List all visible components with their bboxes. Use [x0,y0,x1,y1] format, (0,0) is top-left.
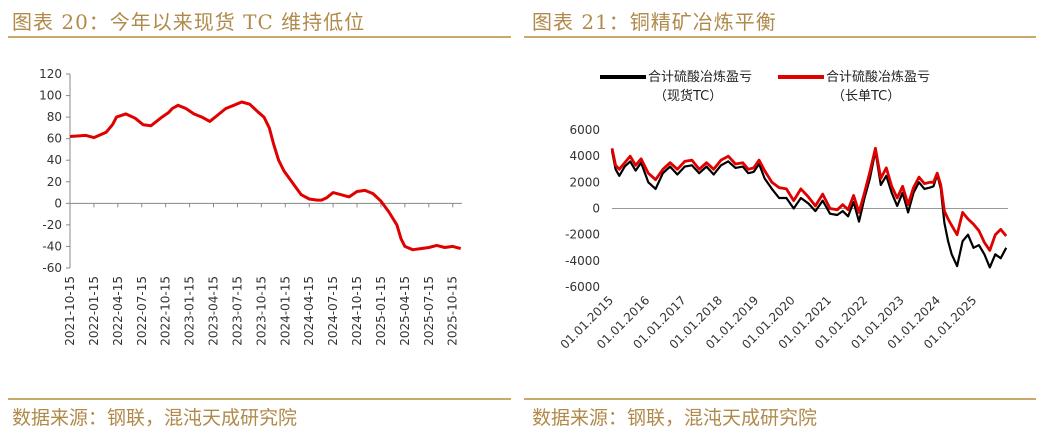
legend-long-term-tc-sublabel: （长单TC） [832,89,900,104]
y-tick-label: -20 [42,218,62,232]
x-tick-label: 2022-01-15 [87,276,101,346]
source-right: 数据来源：钢联，混沌天成研究院 [532,407,818,429]
source-rule-right [524,398,1036,400]
legend-long-term-tc-label: 合计硫酸冶炼盈亏 [826,70,930,85]
title-rule-left [8,36,511,38]
x-tick-label: 2022-10-15 [159,276,173,346]
y-tick-label: -60 [42,261,62,275]
y-tick-label: 6000 [569,123,600,137]
x-tick-label: 2023-04-15 [207,276,221,346]
x-tick-label: 2023-07-15 [230,276,244,346]
panel-smelting-balance: 图表 21：铜精矿冶炼平衡 6000 4000 2000 0 -2000 -4000 -60… [520,0,1044,440]
smelting-balance-line-chart: 6000400020000-2000-4000-600001.01.201501… [558,70,1008,352]
x-tick-label: 2024-04-15 [302,276,316,346]
x-tick-label: 2025-01-15 [374,276,388,346]
tc-series-line [69,100,462,252]
y-tick-label: -2000 [565,228,600,242]
legend-spot-tc-label: 合计硫酸冶炼盈亏 [648,70,752,85]
source-left: 数据来源：钢联，混沌天成研究院 [12,407,298,429]
chart-title-left: 图表 20：今年以来现货 TC 维持低位 [12,10,366,34]
source-rule-left [8,398,511,400]
chart-title-right: 图表 21：铜精矿冶炼平衡 [532,10,777,34]
x-tick-label: 2021-10-15 [63,276,77,346]
y-tick-label: 4000 [569,149,600,163]
title-rule-right [524,36,1036,38]
x-tick-label: 2023-01-15 [183,276,197,346]
y-tick-label: 100 [39,89,62,103]
y-tick-label: -6000 [565,280,600,294]
legend-spot-tc-sublabel: （现货TC） [654,88,722,104]
x-tick-label: 2022-07-15 [135,276,149,346]
x-tick-label: 2025-10-15 [446,276,460,346]
x-tick-label: 2025-04-15 [398,276,412,346]
x-tick-label: 2024-10-15 [350,276,364,346]
x-tick-label: 2025-07-15 [422,276,436,346]
panel-tc: 图表 20：今年以来现货 TC 维持低位 120 100 80 60 40 20 0 -20 -… [0,0,515,440]
spot-tc-series-line [610,149,1008,269]
y-tick-label: 2000 [569,175,600,189]
x-tick-label: 2022-04-15 [111,276,125,346]
y-tick-label: 60 [47,132,62,146]
y-tick-label: -4000 [565,254,600,268]
y-tick-label: 80 [47,110,62,124]
x-tick-label: 2024-07-15 [326,276,340,346]
x-tick-label: 2024-01-15 [278,276,292,346]
y-tick-label: 120 [39,67,62,81]
x-tick-label: 2023-10-15 [254,276,268,346]
y-tick-label: 0 [592,202,600,216]
y-tick-label: 0 [54,196,62,210]
y-tick-label: -40 [42,239,62,253]
y-tick-label: 20 [47,175,62,189]
y-tick-label: 40 [47,153,62,167]
long-term-tc-series-line [610,146,1008,252]
